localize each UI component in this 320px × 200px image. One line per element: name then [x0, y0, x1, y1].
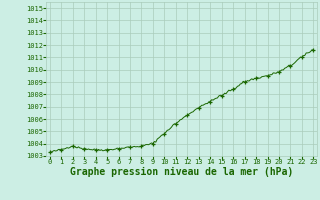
X-axis label: Graphe pression niveau de la mer (hPa): Graphe pression niveau de la mer (hPa)	[70, 167, 293, 177]
